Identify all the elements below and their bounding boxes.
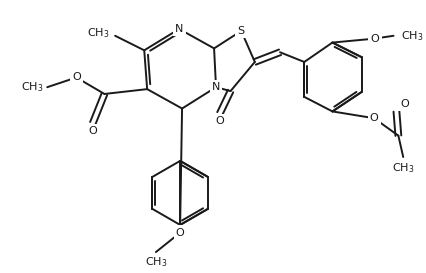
Text: O: O [400, 99, 409, 108]
Text: CH$_3$: CH$_3$ [21, 80, 43, 94]
Text: N: N [212, 82, 220, 92]
Text: CH$_3$: CH$_3$ [145, 255, 167, 269]
Text: O: O [72, 72, 81, 82]
Text: O: O [176, 228, 184, 238]
Text: O: O [371, 34, 380, 44]
Text: O: O [216, 116, 224, 126]
Text: CH$_3$: CH$_3$ [401, 29, 424, 43]
Text: S: S [238, 26, 245, 36]
Text: O: O [89, 126, 97, 136]
Text: CH$_3$: CH$_3$ [392, 161, 414, 175]
Text: N: N [175, 24, 183, 34]
Text: O: O [370, 113, 378, 123]
Text: CH$_3$: CH$_3$ [87, 26, 109, 40]
